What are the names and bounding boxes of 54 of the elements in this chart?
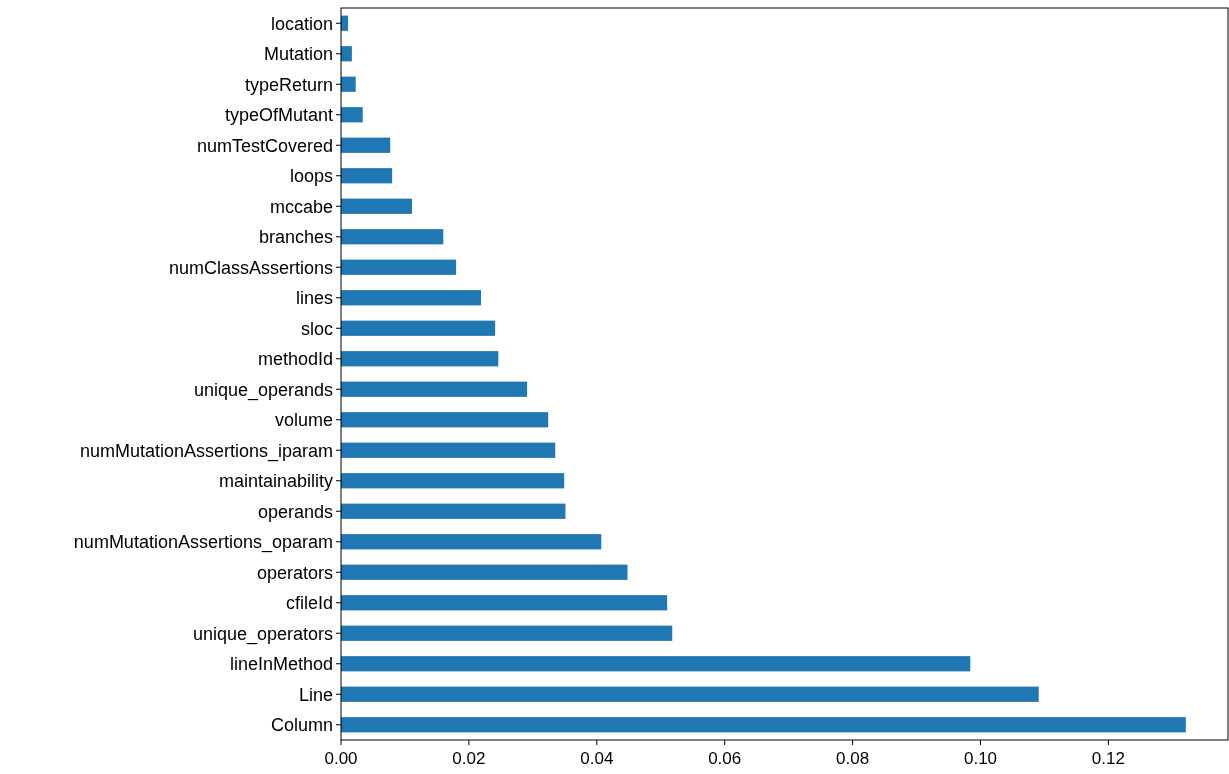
y-tick-label: sloc	[300, 318, 333, 339]
y-tick-label: branches	[258, 227, 333, 248]
y-tick-label: methodId	[257, 349, 333, 370]
bar	[341, 320, 496, 336]
bar	[341, 473, 565, 489]
bar	[341, 351, 499, 367]
bar	[341, 442, 556, 458]
bar	[341, 625, 673, 641]
y-tick-label: lines	[295, 288, 333, 309]
y-tick-label: typeOfMutant	[224, 105, 333, 126]
bar	[341, 503, 566, 519]
x-tick-label: 0.00	[324, 749, 358, 768]
y-tick-label: operators	[256, 562, 333, 583]
bar	[341, 76, 356, 92]
y-tick-label: unique_operands	[193, 379, 333, 401]
y-tick-label: lineInMethod	[229, 654, 333, 675]
bar	[341, 656, 971, 672]
y-tick-label: Column	[270, 715, 333, 736]
y-tick-label: operands	[257, 501, 333, 522]
y-tick-label: typeReturn	[244, 74, 333, 95]
x-tick-label: 0.08	[836, 749, 870, 768]
bar	[341, 381, 528, 397]
y-tick-label: mccabe	[269, 196, 333, 217]
y-tick-label: Line	[298, 684, 333, 705]
x-tick-label: 0.02	[452, 749, 486, 768]
bar	[341, 595, 668, 611]
bar	[341, 107, 363, 123]
bar	[341, 198, 412, 214]
y-tick-label: maintainability	[218, 471, 333, 492]
bar	[341, 412, 549, 428]
y-tick-label: loops	[289, 166, 333, 187]
y-tick-label: location	[270, 13, 333, 34]
bar	[341, 686, 1039, 702]
bar	[341, 290, 482, 306]
y-tick-label: numMutationAssertions_iparam	[79, 440, 333, 462]
y-tick-label: numClassAssertions	[168, 257, 333, 278]
x-tick-label: 0.12	[1091, 749, 1125, 768]
bar	[341, 46, 352, 62]
x-tick-label: 0.04	[580, 749, 614, 768]
y-tick-label: numTestCovered	[196, 135, 333, 156]
y-tick-label: numMutationAssertions_oparam	[73, 532, 333, 554]
y-tick-label: unique_operators	[192, 623, 333, 645]
bar	[341, 564, 628, 580]
y-tick-label: Mutation	[263, 44, 333, 65]
bar	[341, 534, 602, 550]
bar	[341, 168, 393, 184]
bar	[341, 717, 1186, 733]
bar	[341, 259, 457, 275]
x-tick-label: 0.10	[963, 749, 998, 768]
x-tick-label: 0.06	[708, 749, 742, 768]
bar	[341, 137, 391, 153]
bar	[341, 229, 444, 245]
y-tick-label: volume	[274, 410, 333, 431]
y-tick-label: cfileId	[285, 593, 333, 614]
